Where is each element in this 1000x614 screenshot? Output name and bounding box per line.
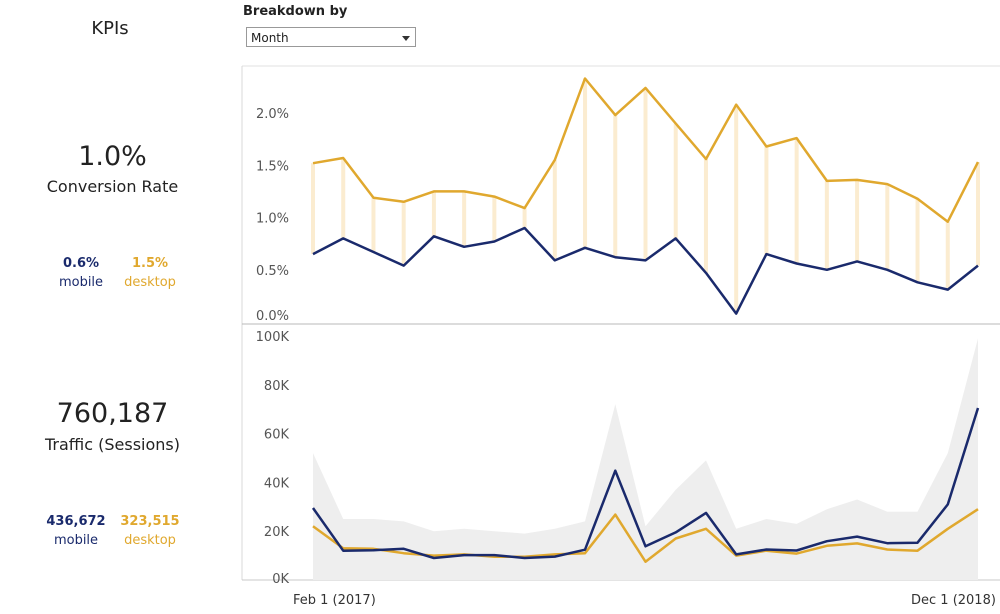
traffic-mobile-label: mobile [53, 533, 99, 548]
traffic-ytick-label: 0K [272, 572, 289, 587]
conversion-desktop: 1.5% desktop [110, 254, 190, 292]
traffic-mobile-value: 436,672 [46, 514, 106, 529]
conversion-ytick-label: 0.0% [256, 309, 289, 324]
conversion-ytick-label: 2.0% [256, 107, 289, 122]
breakdown-label: Breakdown by [243, 4, 348, 19]
conversion-rate-value: 1.0% [78, 141, 147, 172]
conversion-mobile: 0.6% mobile [41, 254, 121, 292]
conversion-mobile-value: 0.6% [62, 256, 100, 271]
traffic-mobile: 436,672 mobile [36, 512, 116, 550]
traffic-value: 760,187 [56, 398, 169, 429]
conversion-rate-label: Conversion Rate [46, 177, 179, 196]
traffic-desktop-label: desktop [124, 533, 176, 548]
conversion-desktop-label: desktop [124, 275, 176, 290]
chevron-down-icon[interactable] [402, 36, 410, 41]
breakdown-select[interactable]: Month [246, 27, 416, 47]
conversion-ytick-label: 1.0% [256, 212, 289, 227]
traffic-ytick-label: 40K [264, 476, 290, 491]
conversion-mobile-line [312, 226, 979, 315]
x-axis-last-label: Dec 1 (2018) [911, 593, 996, 608]
traffic-ytick-label: 20K [264, 525, 290, 540]
kpi-title: KPIs [91, 18, 129, 39]
traffic-ytick-label: 80K [264, 379, 290, 394]
conversion-desktop-line [312, 77, 980, 223]
conversion-ytick-label: 1.5% [256, 159, 289, 174]
traffic-desktop: 323,515 desktop [110, 512, 190, 550]
traffic-ytick-label: 60K [264, 428, 290, 443]
traffic-label: Traffic (Sessions) [44, 435, 181, 454]
conversion-ytick-label: 0.5% [256, 264, 289, 279]
x-axis-first-label: Feb 1 (2017) [293, 593, 376, 608]
traffic-desktop-value: 323,515 [120, 514, 180, 529]
breakdown-select-value: Month [251, 31, 289, 45]
traffic-ytick-label: 100K [256, 330, 290, 345]
conversion-desktop-value: 1.5% [131, 256, 169, 271]
traffic-total-area [313, 338, 978, 580]
conversion-mobile-label: mobile [58, 275, 104, 290]
traffic-mobile-line [311, 407, 980, 560]
